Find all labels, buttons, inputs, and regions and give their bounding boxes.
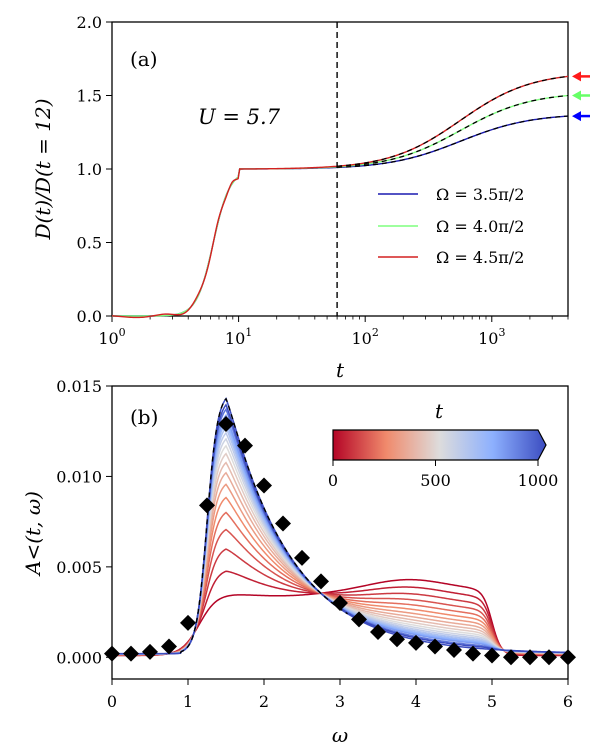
panel-b-diamond-marker (180, 614, 196, 631)
legend-label-series-2: Ω = 4.0π/2 (436, 217, 524, 236)
panel-a-frame (111, 21, 569, 317)
panel-a-y-tick-label: 0.0 (77, 307, 102, 326)
panel-b-diamond-marker (104, 645, 120, 662)
panel-a-x-tick-label: 103 (478, 326, 505, 348)
panel-a-asymptote-arrow-head (572, 90, 581, 101)
panel-a-y-tick-label: 1.0 (77, 160, 102, 179)
panel-a-fit-dashed-line-1 (337, 115, 569, 169)
colorbar-gradient (332, 429, 547, 461)
panel-b-diamond-marker (199, 497, 215, 514)
panel-b-diamond-marker (427, 638, 443, 655)
panel-b-x-tick-label: 0 (107, 692, 117, 711)
colorbar-tick-label: 1000 (518, 471, 559, 490)
panel-b-spectrum-curve (112, 437, 569, 655)
panel-b-diamond-marker (256, 477, 272, 494)
panel-b-limit-dashed-line (179, 397, 348, 654)
colorbar-tick-label: 0 (328, 471, 338, 490)
panel-b-diamond-marker (503, 649, 519, 666)
panel-b-diamond-marker (541, 649, 557, 666)
panel-a-annotation: U = 5.7 (198, 105, 281, 129)
panel-b-x-tick-label: 6 (563, 692, 573, 711)
legend-label-series-1: Ω = 3.5π/2 (436, 185, 524, 204)
panel-a-asymptote-arrow-head (572, 71, 581, 82)
panel-b-diamond-marker (237, 437, 253, 454)
panel-a-x-tick-label: 101 (225, 326, 252, 348)
panel-b-spectrum-curve (112, 511, 569, 656)
panel-b-spectrum-curve (112, 461, 569, 656)
panel-a-fit-dashed-line-2 (337, 94, 569, 168)
panel-a-asymptote-arrow-head (572, 111, 581, 122)
panel-b-x-tick-label: 2 (259, 692, 269, 711)
panel-b-y-tick-label: 0.015 (56, 377, 102, 396)
panel-b-x-tick-label: 5 (487, 692, 497, 711)
panel-b-y-tick-label: 0.010 (56, 467, 102, 486)
panel-b-diamond-marker (275, 515, 291, 532)
panel-b-y-tick-label: 0.000 (56, 648, 102, 667)
panel-b-x-tick-label: 1 (183, 692, 193, 711)
panel-a-y-tick-label: 0.5 (77, 234, 102, 253)
panel-a-x-axis-label: t (336, 358, 345, 382)
panel-b-diamond-marker (484, 647, 500, 664)
panel-a-y-axis-label: D(t)/D(t = 12) (31, 98, 55, 240)
panel-b-spectrum-curve (112, 570, 569, 657)
colorbar-label: t (435, 399, 444, 423)
panel-b-label: (b) (130, 405, 158, 429)
colorbar: 0 500 1000 t (328, 399, 558, 490)
panel-a-label: (a) (130, 47, 158, 71)
panel-a-legend: Ω = 3.5π/2 Ω = 4.0π/2 Ω = 4.5π/2 (378, 185, 524, 267)
panel-b-diamond-marker (389, 631, 405, 648)
panel-b-diamond-marker (560, 649, 576, 666)
panel-b-x-axis-label: ω (332, 723, 348, 747)
panel-b-y-tick-label: 0.005 (56, 558, 102, 577)
panel-b-diamond-marker (123, 645, 139, 662)
panel-b-diamond-marker (522, 649, 538, 666)
panel-b-diamond-marker (465, 645, 481, 662)
panel-b-x-tick-label: 3 (335, 692, 345, 711)
panel-b-diamond-marker (351, 611, 367, 628)
panel-b-spectrum-curve (112, 483, 569, 656)
panel-b-diamond-marker (332, 595, 348, 612)
panel-b: 0 1 2 3 4 5 6 0.000 0.005 0.010 0.015 (b) 0 500 10… (21, 377, 576, 747)
panel-b-x-tick-label: 4 (411, 692, 421, 711)
panel-a-x-tick-label: 100 (98, 326, 125, 348)
panel-b-diamond-marker (446, 642, 462, 659)
panel-a-y-tick-label: 2.0 (77, 13, 102, 32)
panel-b-spectrum-curve (112, 496, 569, 656)
panel-b-spectrum-curve (112, 452, 569, 655)
panel-a-y-tick-label: 1.5 (77, 87, 102, 106)
panel-b-spectrum-curve (112, 471, 569, 656)
panel-a-series-line-2 (112, 94, 569, 317)
panel-b-diamond-marker (161, 638, 177, 655)
panel-a-fit-dashed-line-3 (337, 75, 569, 167)
panel-b-diamond-marker (370, 623, 386, 640)
panel-b-spectrum-curve (112, 426, 569, 655)
colorbar-tick-label: 500 (420, 471, 451, 490)
panel-b-diamond-marker (408, 634, 424, 651)
panel-b-spectrum-curve (112, 431, 569, 655)
panel-b-diamond-marker (142, 643, 158, 660)
panel-a-x-tick-label: 102 (352, 326, 379, 348)
panel-b-diamond-marker (313, 573, 329, 590)
panel-b-diamond-marker (218, 415, 234, 432)
panel-b-y-axis-label: A<(t, ω) (21, 491, 45, 577)
panel-b-diamond-marker (294, 549, 310, 566)
legend-label-series-3: Ω = 4.5π/2 (436, 248, 524, 267)
